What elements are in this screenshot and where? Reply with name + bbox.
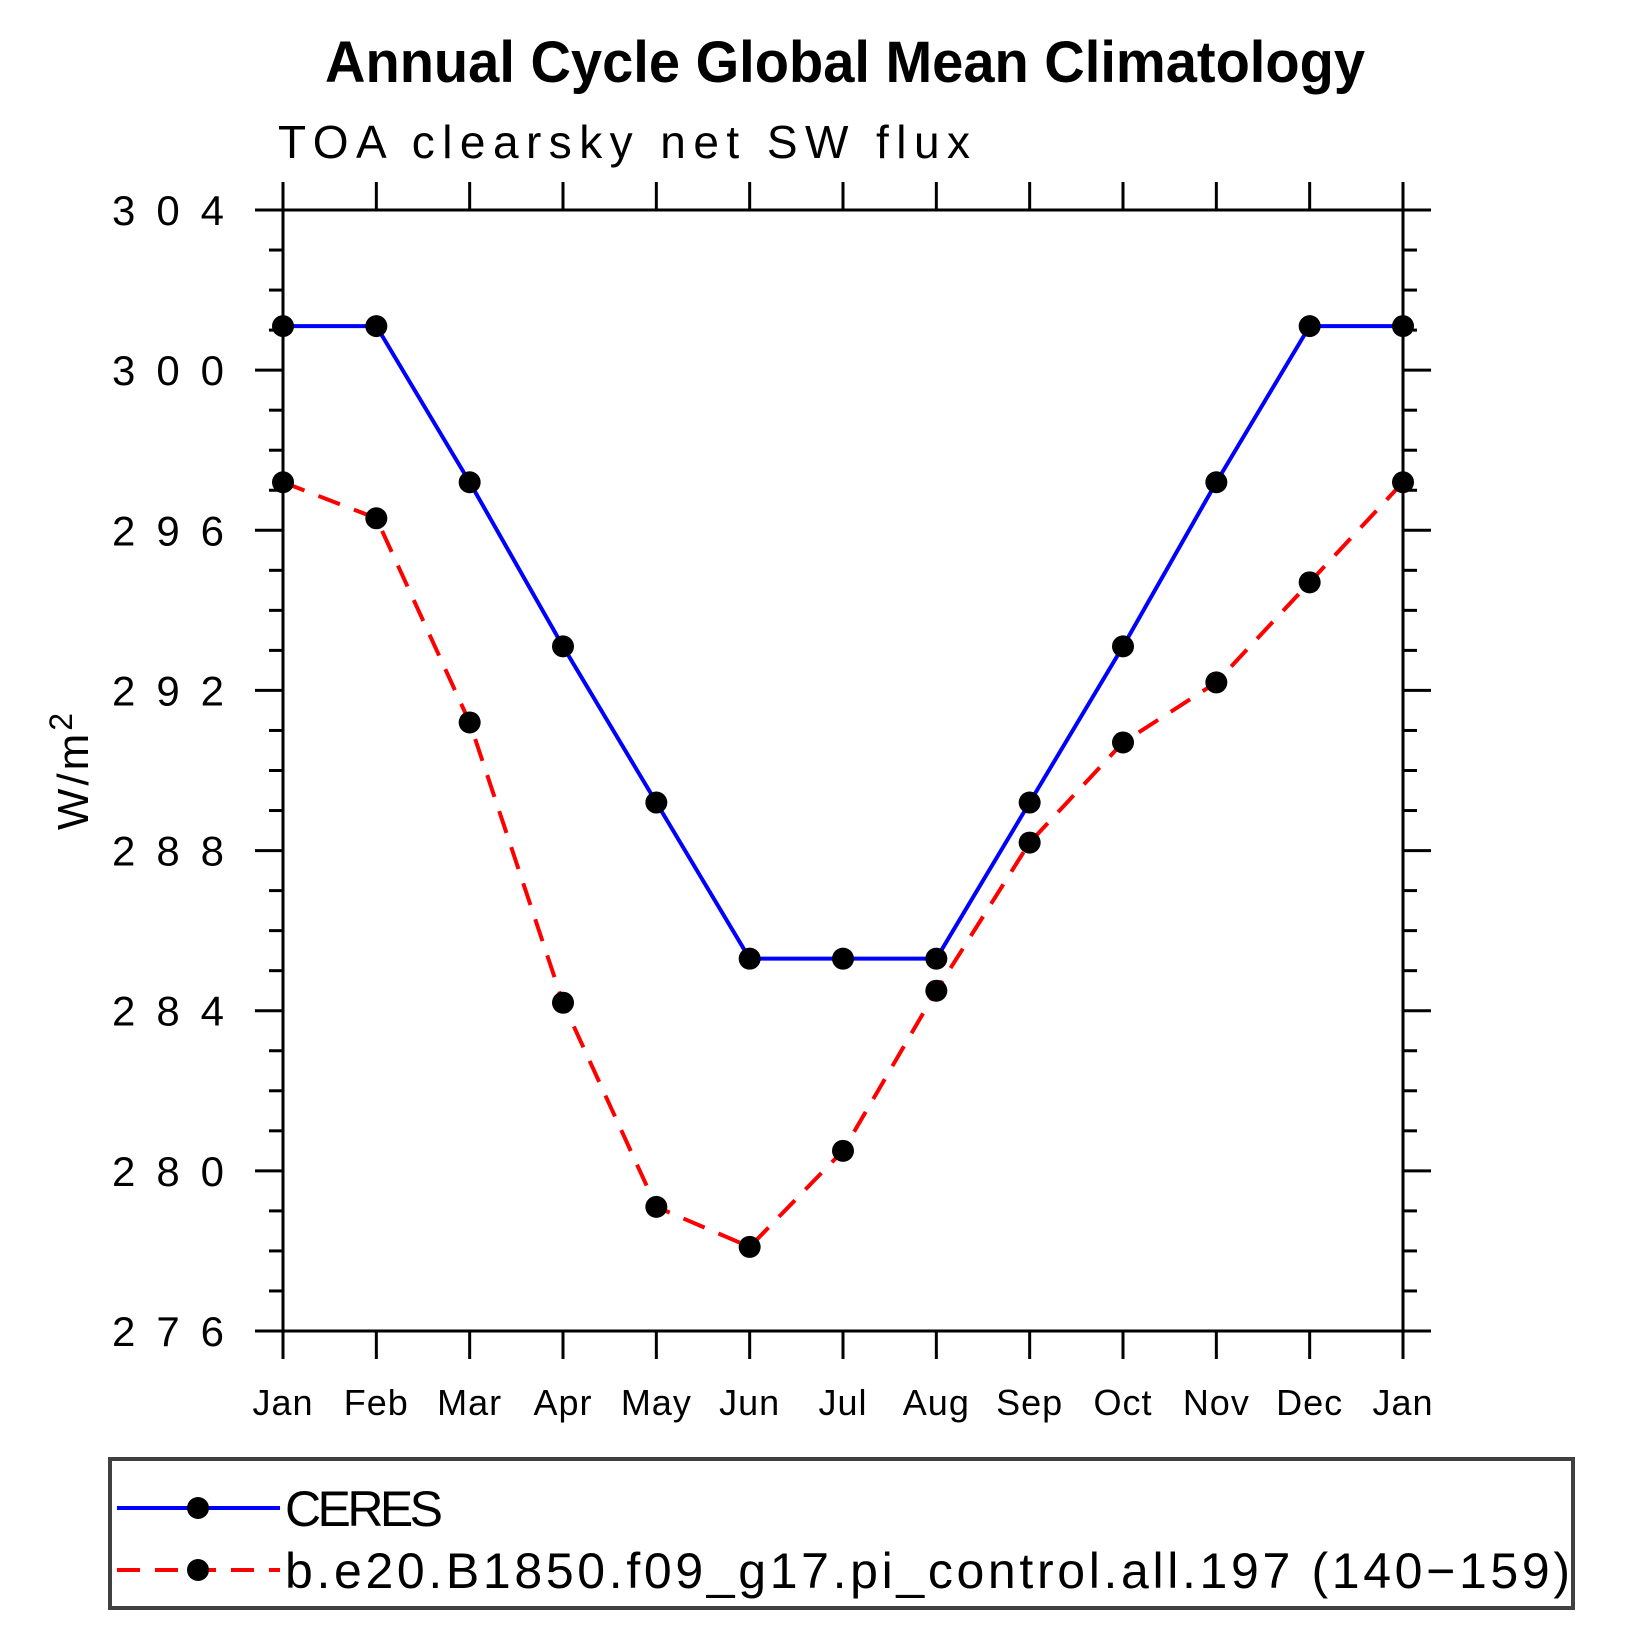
y-tick-label: 280 bbox=[112, 1148, 224, 1195]
plot-border bbox=[281, 208, 1405, 1333]
data-point-marker bbox=[458, 471, 481, 494]
data-point-marker bbox=[925, 979, 948, 1002]
data-point-marker bbox=[832, 1139, 854, 1162]
data-point-marker bbox=[365, 507, 388, 530]
x-tick-label: Jan bbox=[1372, 1382, 1433, 1423]
y-axis-label-main: W/m bbox=[49, 731, 98, 830]
x-tick-label: Sep bbox=[996, 1382, 1063, 1423]
x-tick-label: May bbox=[621, 1382, 692, 1423]
data-point-marker bbox=[1205, 671, 1228, 694]
series-line-ceres bbox=[283, 324, 1403, 961]
series-line-b-e20-b1850-f09-g17-pi-control-all-197-140-159- bbox=[282, 480, 1405, 1249]
x-tick-label: Jul bbox=[818, 1382, 867, 1423]
y-tick-label: 284 bbox=[112, 988, 224, 1035]
x-tick-label: Aug bbox=[903, 1382, 970, 1423]
data-point-marker bbox=[1298, 315, 1321, 338]
y-axis-label: W/m2 bbox=[43, 710, 98, 830]
y-tick-label: 300 bbox=[112, 347, 224, 394]
data-point-marker bbox=[1205, 471, 1228, 494]
x-tick-label: Dec bbox=[1276, 1382, 1343, 1423]
chart-title: Annual Cycle Global Mean Climatology bbox=[325, 30, 1365, 95]
legend-border bbox=[108, 1457, 1575, 1610]
data-point-marker bbox=[1298, 571, 1321, 594]
data-point-marker bbox=[738, 1235, 761, 1258]
data-point-marker bbox=[1018, 831, 1041, 854]
data-point-marker bbox=[1018, 791, 1041, 814]
data-point-marker bbox=[1392, 315, 1414, 338]
x-axis-ticks: Jan Feb Mar Apr May Jun Jul Aug Sep Oct Nov Dec Jan bbox=[252, 182, 1433, 1423]
legend-marker-sample bbox=[187, 1497, 209, 1519]
y-tick-label: 296 bbox=[112, 507, 224, 554]
y-axis-ticks: 276 280 284 288 292 296 300 304 bbox=[112, 187, 1431, 1355]
y-tick-label: 276 bbox=[112, 1308, 224, 1355]
data-point-marker bbox=[1392, 471, 1414, 494]
legend-box: CERES b.e20.B1850.f09_g17.pi_control.all.… bbox=[108, 1457, 1575, 1610]
data-point-marker bbox=[1112, 731, 1134, 754]
x-tick-label: Apr bbox=[533, 1382, 592, 1423]
data-point-marker bbox=[645, 791, 668, 814]
x-tick-label: Nov bbox=[1183, 1382, 1250, 1423]
x-tick-label: Jun bbox=[719, 1382, 780, 1423]
chart-subtitle: TOA clearsky net SW flux bbox=[278, 116, 970, 168]
legend-marker-sample bbox=[187, 1559, 209, 1581]
data-point-marker bbox=[552, 635, 574, 658]
data-point-marker bbox=[458, 711, 481, 734]
x-tick-label: Oct bbox=[1093, 1382, 1152, 1423]
data-point-marker bbox=[365, 315, 388, 338]
data-point-marker bbox=[645, 1195, 668, 1218]
data-point-marker bbox=[552, 991, 574, 1014]
plot-frame bbox=[281, 208, 1405, 1333]
data-point-marker bbox=[832, 947, 854, 970]
y-tick-label: 304 bbox=[112, 187, 224, 234]
x-tick-label: Mar bbox=[437, 1382, 502, 1423]
data-point-marker bbox=[925, 947, 948, 970]
data-point-marker bbox=[738, 947, 761, 970]
x-tick-label: Jan bbox=[252, 1382, 313, 1423]
data-point-marker bbox=[272, 471, 294, 494]
data-series bbox=[272, 315, 1414, 1258]
data-point-marker bbox=[272, 315, 294, 338]
y-tick-label: 292 bbox=[112, 667, 224, 714]
data-point-marker bbox=[1112, 635, 1134, 658]
y-axis-label-superscript: 2 bbox=[43, 710, 79, 731]
legend-label: CERES bbox=[285, 1481, 443, 1537]
legend-label: b.e20.B1850.f09_g17.pi_control.all.197 (… bbox=[285, 1543, 1570, 1599]
y-tick-label: 288 bbox=[112, 828, 224, 875]
x-tick-label: Feb bbox=[344, 1382, 409, 1423]
